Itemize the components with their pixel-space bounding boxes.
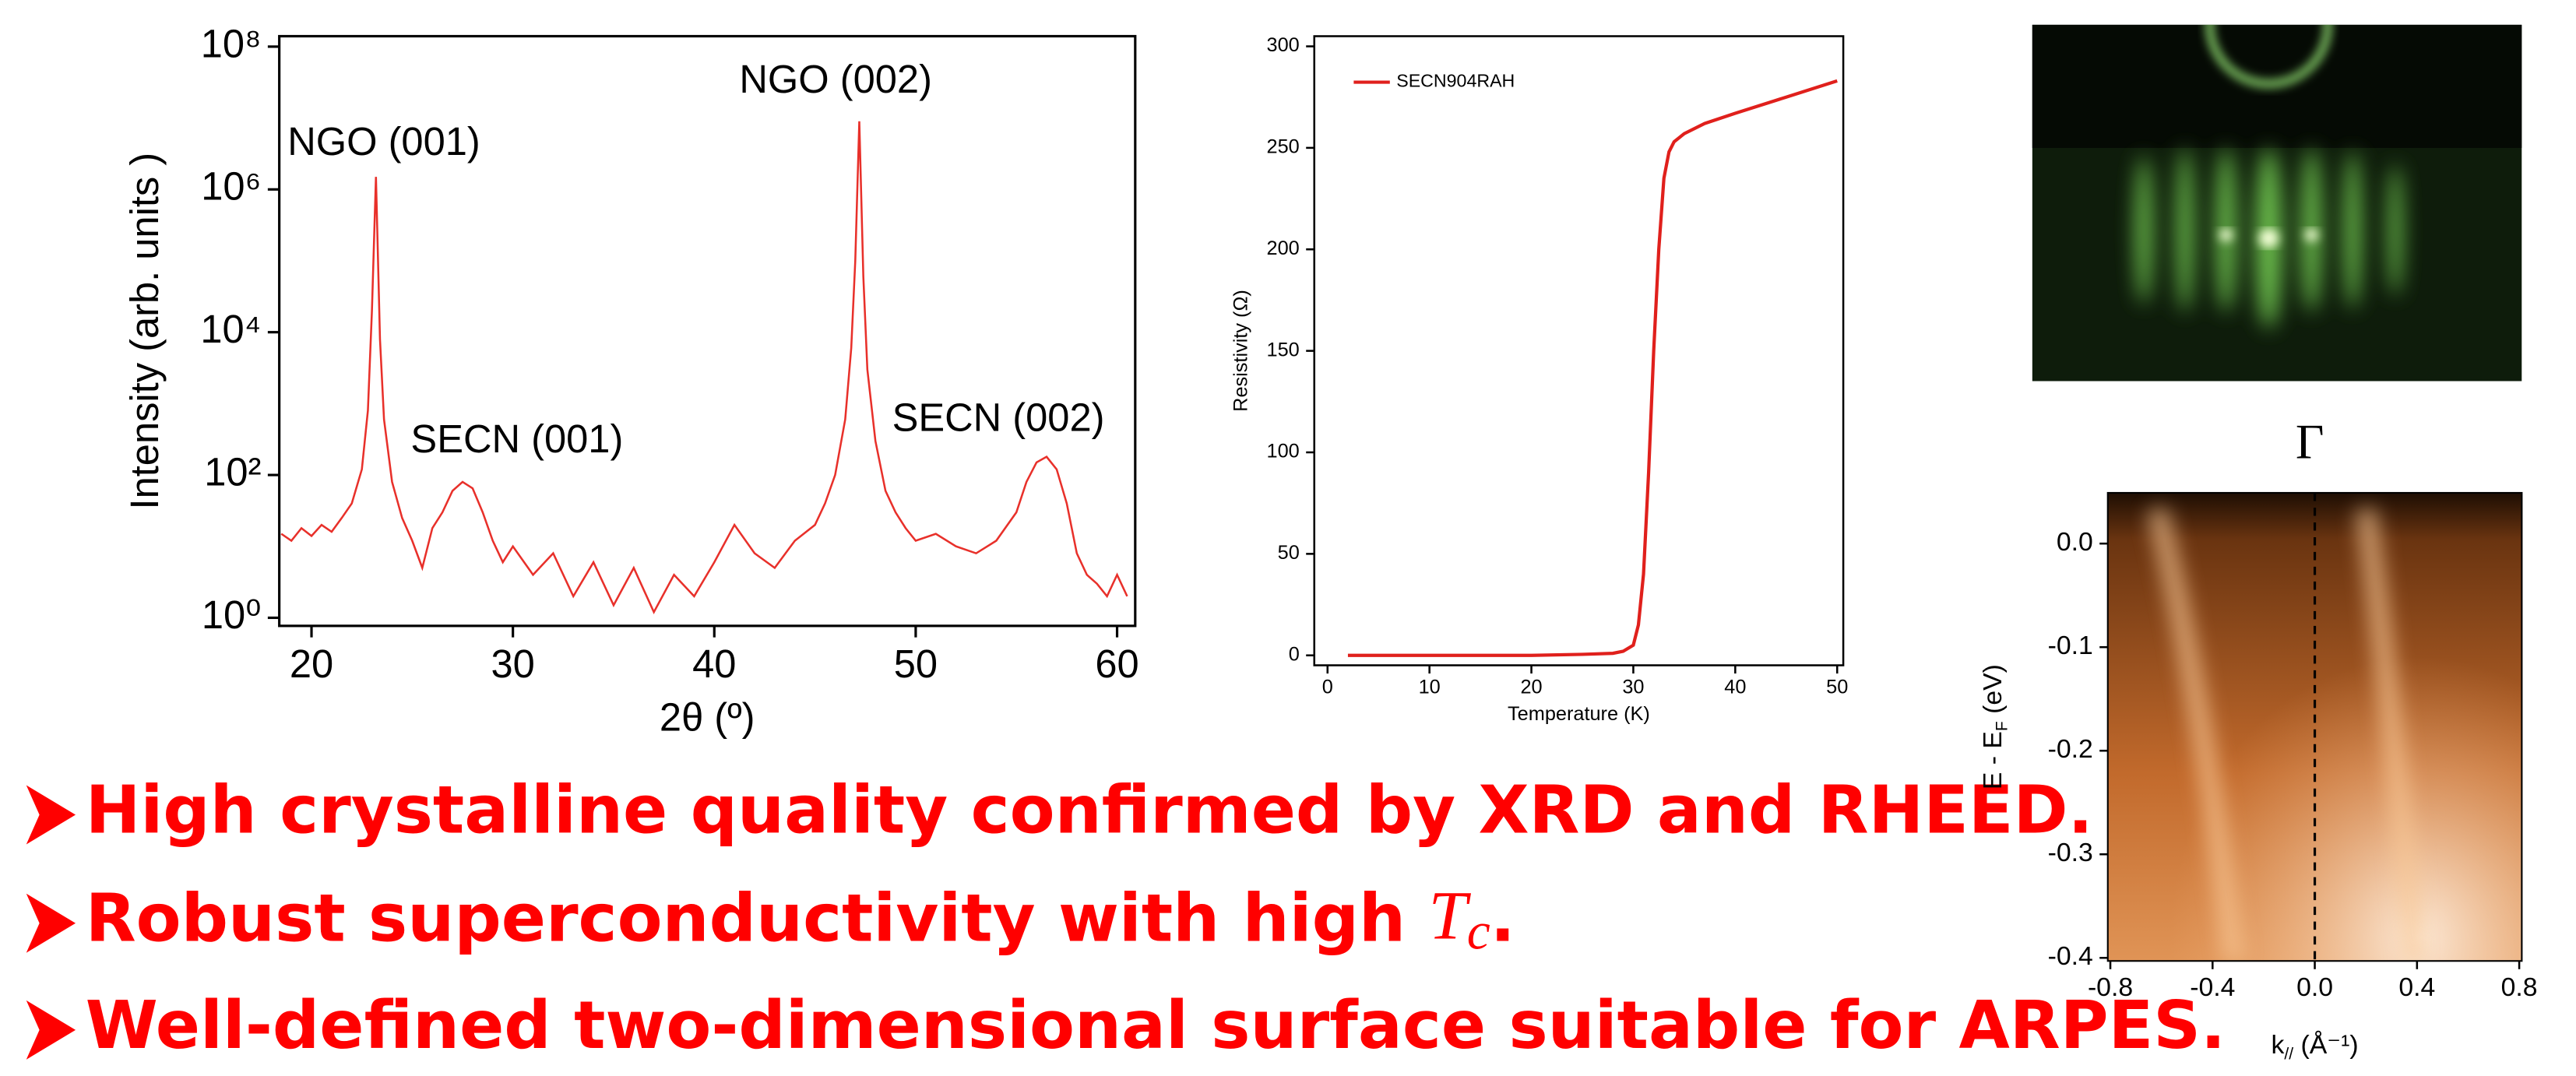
peak-label: SECN (002) xyxy=(892,396,1105,440)
bullet-text: Robust superconductivity with high Tc. xyxy=(86,878,1515,960)
x-axis-title: k// (Å⁻¹) xyxy=(2272,1030,2359,1063)
x-tick-label: -0.4 xyxy=(2190,972,2235,1002)
legend-label: SECN904RAH xyxy=(1396,71,1515,91)
bullet-arrow xyxy=(26,893,76,953)
y-tick-label: 10⁴ xyxy=(200,307,261,351)
x-tick-label: 50 xyxy=(894,642,938,686)
y-tick-label: -0.3 xyxy=(2048,838,2093,867)
x-tick-label: 30 xyxy=(1622,677,1644,698)
y-axis-title-sub: F xyxy=(1993,721,2011,731)
x-tick-label: 30 xyxy=(491,642,534,686)
x-axis-title-sub: // xyxy=(2284,1045,2293,1063)
data-line xyxy=(1347,79,1838,657)
plot-frame xyxy=(278,34,1137,628)
x-tick-label: 10 xyxy=(1419,677,1441,698)
rheed-image xyxy=(2032,24,2522,382)
y-tick-label: 250 xyxy=(1267,136,1300,158)
plot-frame xyxy=(1313,35,1845,666)
peak-label: NGO (001) xyxy=(287,119,480,164)
x-axis-title-unit: (Å⁻¹) xyxy=(2293,1030,2358,1060)
bullet-arrow xyxy=(26,785,76,845)
x-axis-title: Temperature (K) xyxy=(1508,703,1650,725)
y-tick-label: 300 xyxy=(1267,34,1300,56)
panel-title: Γ xyxy=(2296,414,2324,469)
x-tick-label: 0 xyxy=(1322,677,1333,698)
y-axis-title-unit: (eV) xyxy=(1978,664,2008,721)
bullet-text: High crystalline quality confirmed by XR… xyxy=(86,772,2093,848)
y-axis-title: Intensity (arb. units ) xyxy=(122,153,167,510)
peak-label: NGO (002) xyxy=(739,57,932,101)
arpes-image xyxy=(2107,492,2522,962)
x-tick-label: 50 xyxy=(1826,677,1848,698)
y-axis-title-main: E - E xyxy=(1978,731,2008,789)
x-tick-label: -0.8 xyxy=(2088,972,2133,1002)
peak-label: SECN (001) xyxy=(410,417,623,461)
x-tick-label: 60 xyxy=(1095,642,1138,686)
data-line xyxy=(280,121,1128,615)
y-tick-label: 50 xyxy=(1278,542,1300,564)
y-tick-label: 150 xyxy=(1267,339,1300,360)
bullet-text: Robust superconductivity with high xyxy=(86,881,1429,957)
y-axis-title: Resistivity (Ω) xyxy=(1230,290,1252,412)
y-tick-label: 100 xyxy=(1267,441,1300,462)
y-tick-label: -0.1 xyxy=(2048,631,2093,660)
y-tick-label: 10⁶ xyxy=(201,164,261,209)
y-axis-title: E - EF (eV) xyxy=(1978,664,2011,789)
y-tick-label: -0.2 xyxy=(2048,734,2093,764)
y-tick-label: 10⁰ xyxy=(202,593,262,637)
bullet-arrow xyxy=(26,1000,76,1060)
x-tick-label: 40 xyxy=(1724,677,1746,698)
y-tick-label: 0.0 xyxy=(2057,527,2093,557)
x-tick-label: 0.4 xyxy=(2398,972,2435,1002)
x-tick-label: 20 xyxy=(1520,677,1542,698)
bullets: High crystalline quality confirmed by XR… xyxy=(26,772,2226,1064)
y-tick-label: 10⁸ xyxy=(201,21,262,65)
math-subscript: c xyxy=(1467,902,1490,960)
x-axis-title: 2θ (º) xyxy=(660,694,755,739)
plot-frame xyxy=(2106,491,2523,962)
y-tick-label: 200 xyxy=(1267,237,1300,259)
x-axis-title-main: k xyxy=(2272,1030,2285,1060)
x-tick-label: 0.8 xyxy=(2501,972,2538,1002)
x-tick-label: 0.0 xyxy=(2296,972,2333,1002)
y-tick-label: -0.4 xyxy=(2048,941,2093,971)
x-tick-label: 40 xyxy=(692,642,736,686)
x-tick-label: 20 xyxy=(290,642,333,686)
y-tick-label: 0 xyxy=(1289,643,1300,665)
math-symbol: T xyxy=(1428,878,1471,955)
y-tick-label: 10² xyxy=(204,449,261,494)
bullet-end: . xyxy=(1490,881,1515,957)
bullet-text: Well-defined two-dimensional surface sui… xyxy=(86,987,2226,1064)
